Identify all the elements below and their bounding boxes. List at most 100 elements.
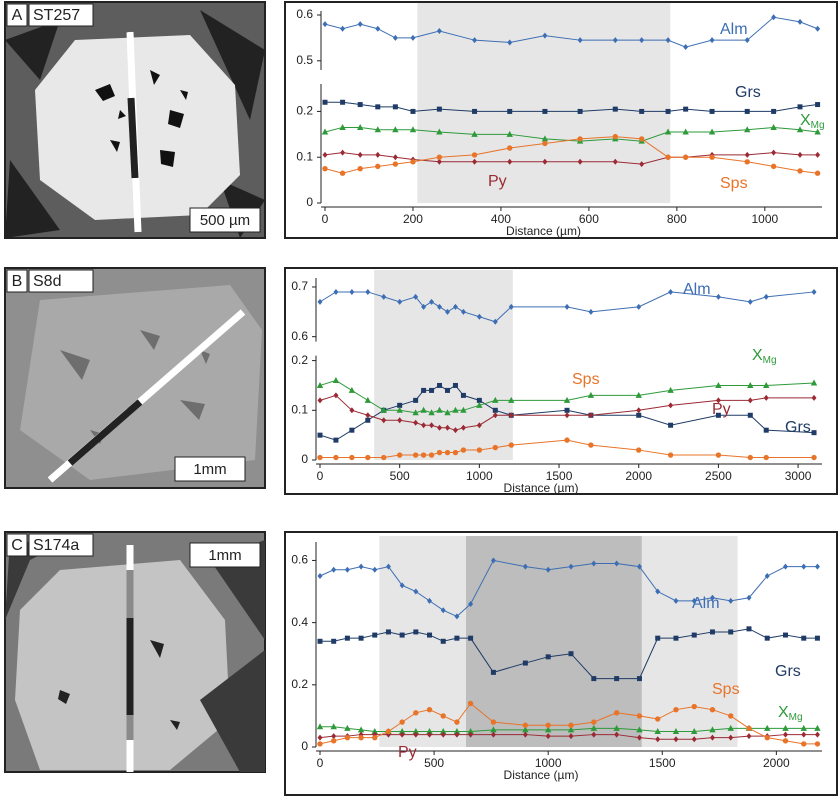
point bbox=[636, 407, 641, 413]
point bbox=[764, 294, 769, 300]
point bbox=[668, 402, 673, 408]
panel-label: B bbox=[12, 273, 23, 290]
point bbox=[683, 155, 688, 160]
point bbox=[546, 654, 551, 659]
point bbox=[349, 387, 355, 393]
point bbox=[317, 741, 322, 746]
point bbox=[397, 452, 402, 457]
point bbox=[716, 294, 721, 300]
series-label: XMg bbox=[752, 347, 777, 365]
point bbox=[340, 100, 345, 105]
point bbox=[507, 109, 512, 114]
point bbox=[710, 109, 715, 114]
point bbox=[331, 567, 336, 573]
point bbox=[340, 26, 345, 32]
point bbox=[801, 564, 806, 570]
point bbox=[811, 455, 816, 460]
point bbox=[748, 299, 753, 305]
point bbox=[771, 164, 776, 169]
x-tick-label: 0 bbox=[322, 212, 329, 226]
point bbox=[783, 564, 788, 570]
point bbox=[728, 713, 733, 718]
y-tick-label: 0.4 bbox=[291, 615, 308, 629]
sample-label: ST257 bbox=[33, 7, 80, 24]
panel-label: C bbox=[11, 537, 23, 554]
point bbox=[372, 735, 377, 740]
point bbox=[639, 136, 644, 141]
point bbox=[765, 636, 770, 641]
series-label: Alm bbox=[683, 281, 711, 298]
point bbox=[437, 450, 442, 455]
point bbox=[317, 455, 322, 460]
point bbox=[323, 152, 328, 158]
point bbox=[815, 636, 820, 641]
point bbox=[542, 141, 547, 146]
point bbox=[639, 109, 644, 114]
series-label: Grs bbox=[785, 419, 811, 436]
point bbox=[441, 713, 446, 718]
point bbox=[771, 109, 776, 114]
point bbox=[811, 379, 817, 385]
point bbox=[410, 109, 415, 114]
series-name: Sps bbox=[712, 681, 740, 698]
series-name: Sps bbox=[720, 175, 748, 192]
x-tick-label: 2500 bbox=[705, 469, 732, 483]
point bbox=[427, 707, 432, 712]
point bbox=[665, 155, 670, 160]
point bbox=[375, 164, 380, 169]
series-name: Grs bbox=[775, 663, 801, 680]
y-tick-label: 0.6 bbox=[291, 553, 308, 567]
point bbox=[710, 629, 715, 634]
sample-label: S8d bbox=[33, 273, 61, 290]
point bbox=[453, 383, 458, 388]
image-b bbox=[5, 268, 265, 488]
point bbox=[801, 732, 806, 738]
point bbox=[812, 289, 817, 295]
point bbox=[359, 564, 364, 570]
point bbox=[349, 289, 354, 295]
y-tick-label: 0.6 bbox=[296, 7, 313, 21]
x-axis-label: Distance (µm) bbox=[504, 768, 579, 782]
point bbox=[591, 719, 596, 724]
point bbox=[815, 171, 820, 176]
point bbox=[716, 452, 721, 457]
point bbox=[357, 166, 362, 171]
point bbox=[588, 442, 593, 447]
point bbox=[472, 152, 477, 157]
point bbox=[372, 633, 377, 638]
point bbox=[386, 629, 391, 634]
series-name: X bbox=[752, 347, 763, 364]
point bbox=[375, 152, 380, 158]
point bbox=[746, 626, 751, 631]
point bbox=[815, 741, 820, 746]
point bbox=[400, 633, 405, 638]
series-name: Alm bbox=[692, 595, 720, 612]
point bbox=[636, 304, 641, 310]
point bbox=[692, 633, 697, 638]
point bbox=[764, 455, 769, 460]
point bbox=[349, 428, 354, 433]
point bbox=[801, 741, 806, 746]
point bbox=[365, 397, 371, 403]
point bbox=[333, 455, 338, 460]
point bbox=[358, 102, 363, 107]
highlight-band bbox=[466, 536, 642, 747]
y-tick-label: 0.2 bbox=[296, 104, 313, 118]
point bbox=[668, 452, 673, 457]
point bbox=[323, 21, 328, 27]
point bbox=[461, 393, 466, 398]
point bbox=[318, 735, 323, 741]
point bbox=[454, 719, 459, 724]
point bbox=[764, 428, 769, 433]
series-label: XMg bbox=[778, 704, 803, 722]
x-tick-label: 1000 bbox=[466, 469, 493, 483]
point bbox=[437, 383, 442, 388]
x-tick-label: 200 bbox=[403, 212, 423, 226]
series-label: Sps bbox=[712, 681, 740, 698]
point bbox=[770, 124, 776, 130]
point bbox=[393, 35, 398, 41]
point bbox=[410, 35, 415, 41]
point bbox=[655, 636, 660, 641]
x-tick-label: 500 bbox=[424, 756, 444, 770]
point bbox=[340, 150, 345, 156]
